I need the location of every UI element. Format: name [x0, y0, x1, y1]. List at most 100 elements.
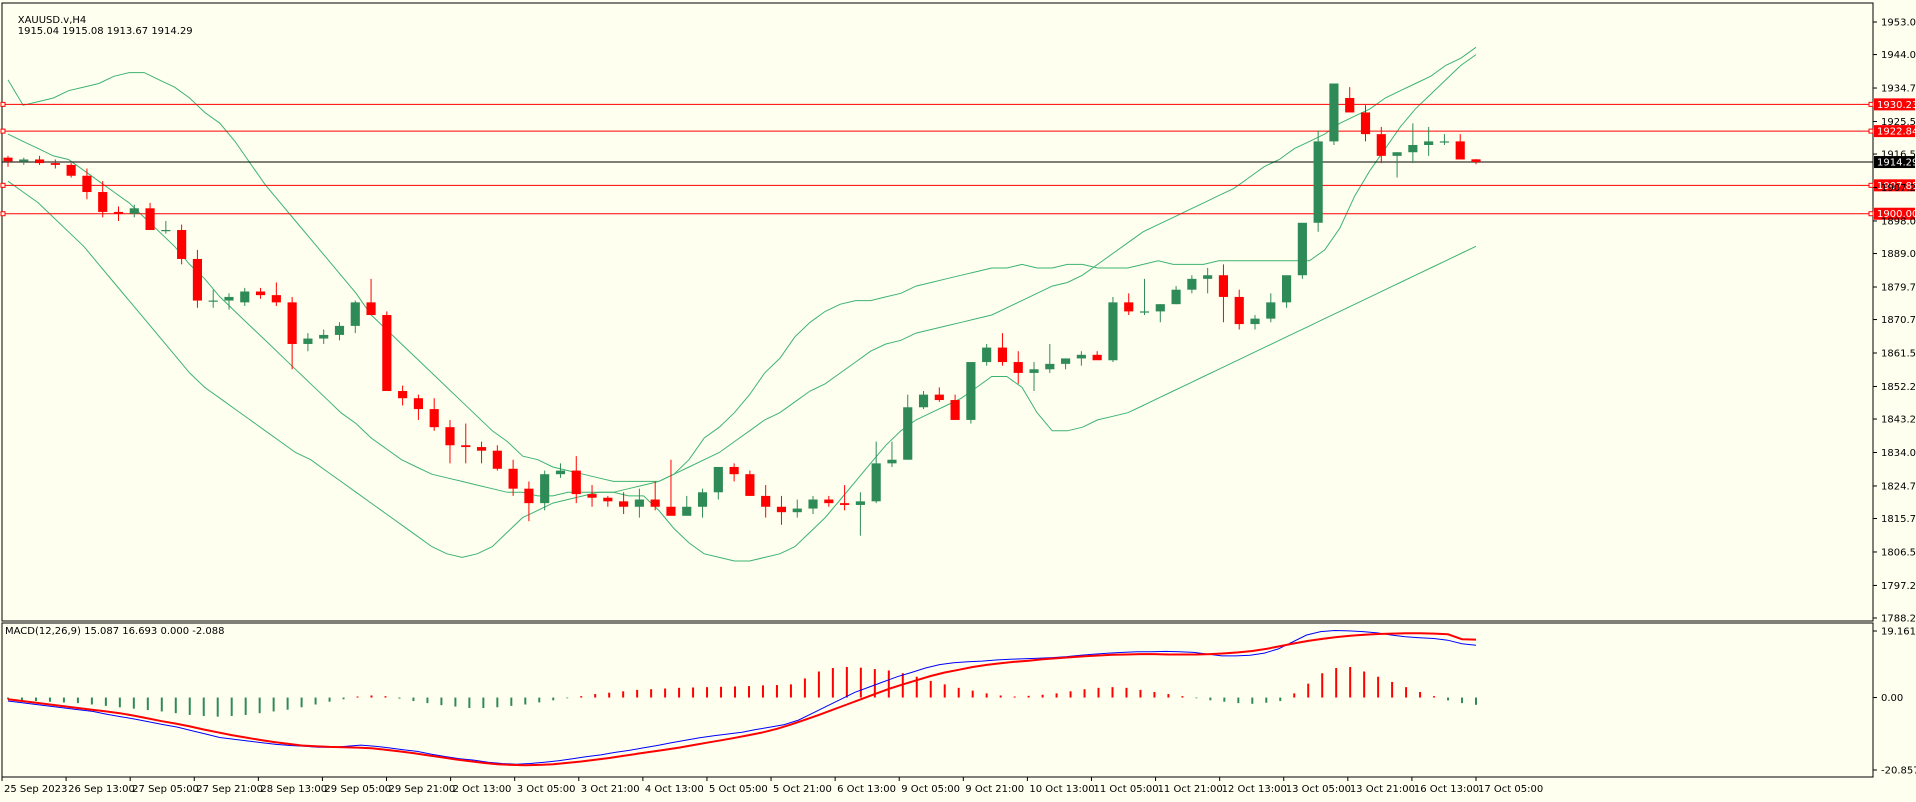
candle [918, 390, 929, 410]
candle [650, 481, 660, 511]
candle-body [1471, 159, 1481, 163]
bollinger-upper-line [7, 54, 1477, 482]
time-tick-label: 9 Oct 05:00 [901, 784, 960, 795]
bollinger-middle-line [7, 46, 1477, 497]
candle [50, 159, 60, 169]
candle [1155, 304, 1165, 323]
level-handle-left [0, 211, 6, 217]
candle-body [334, 325, 345, 335]
candle [808, 495, 818, 514]
candle-body [871, 463, 881, 502]
candle-body [824, 499, 834, 504]
candle [382, 311, 392, 391]
candle-body [1313, 141, 1323, 223]
candle [1313, 130, 1323, 232]
candle [1376, 126, 1386, 164]
candle-body [887, 459, 897, 464]
macd-line [7, 629, 1477, 765]
level-handle-left [0, 182, 6, 188]
candle-body [50, 163, 60, 165]
candle [98, 181, 108, 218]
candle-body [1013, 362, 1023, 373]
candle-body [1250, 318, 1260, 325]
price-tick-label: 1944.00 [1881, 50, 1916, 61]
candle-body [1392, 152, 1402, 156]
candle-body [650, 499, 660, 507]
candle [3, 155, 13, 167]
candle [208, 289, 218, 308]
chart-header: XAUUSD.v,H4 1915.04 1915.08 1913.67 1914… [5, 4, 193, 48]
level-handle-left [0, 128, 6, 134]
candle [1045, 343, 1055, 373]
candle-body [997, 347, 1008, 363]
candle [34, 155, 45, 165]
candle-body [808, 499, 818, 509]
price-tick-label: 1953.00 [1881, 18, 1916, 29]
candle [634, 488, 644, 518]
candle-body [382, 315, 392, 391]
candle-body [19, 159, 29, 162]
time-tick-label: 11 Oct 05:00 [1093, 784, 1158, 795]
candle [571, 456, 581, 504]
candle-body [82, 175, 92, 193]
candle [1471, 159, 1481, 165]
candle-body [398, 390, 408, 399]
candle-body [129, 208, 139, 214]
candle-body [1187, 278, 1197, 290]
candle-body [492, 450, 502, 469]
candle-body [934, 394, 944, 401]
candle [476, 441, 487, 464]
candle [350, 300, 360, 334]
candle [1282, 275, 1292, 308]
candle [1250, 315, 1260, 330]
candle-body [1439, 141, 1450, 143]
candle-body [761, 495, 771, 507]
candle [745, 470, 755, 496]
candle [871, 441, 881, 504]
candle-body [1424, 141, 1434, 145]
candle [855, 492, 865, 536]
candle-body [1345, 97, 1355, 113]
time-tick-label: 13 Oct 21:00 [1350, 784, 1415, 795]
candle-body [1360, 112, 1371, 135]
candle [1234, 289, 1244, 330]
level-handle-right [1868, 182, 1874, 188]
time-tick-label: 5 Oct 21:00 [773, 784, 832, 795]
candle [729, 463, 739, 482]
level-price-tag [1874, 125, 1915, 138]
level-price-label: 1930.23 [1877, 100, 1916, 111]
time-tick-label: 10 Oct 13:00 [1029, 784, 1094, 795]
price-tick-label: 1797.25 [1881, 581, 1916, 592]
price-tick-label: 1907.25 [1881, 183, 1916, 194]
price-tick-label: 1861.50 [1881, 349, 1916, 360]
level-handle-right [1868, 211, 1874, 217]
candle-body [571, 470, 581, 495]
price-tick-label: 1834.00 [1881, 448, 1916, 459]
candle-body [1139, 311, 1150, 313]
candle-body [666, 506, 676, 516]
candle [713, 466, 723, 500]
candle-body [1455, 141, 1465, 160]
candle-body [1234, 296, 1244, 325]
candle-body [776, 506, 787, 513]
candle-body [1092, 354, 1102, 361]
price-tick-label: 1852.25 [1881, 382, 1916, 393]
candle [1124, 293, 1134, 316]
candle [776, 495, 787, 525]
candle-body [555, 470, 566, 475]
candle-body [603, 497, 613, 502]
candle-body [840, 503, 850, 505]
candle [1203, 267, 1213, 294]
signal-line [7, 632, 1477, 767]
candle [887, 441, 897, 467]
candle-body [1203, 275, 1213, 279]
candle [903, 394, 913, 460]
time-tick-label: 16 Oct 13:00 [1414, 784, 1479, 795]
candle-body [619, 501, 629, 507]
candle [824, 495, 834, 507]
candle-body [918, 394, 929, 408]
time-tick-label: 5 Oct 05:00 [709, 784, 768, 795]
candle-body [255, 291, 266, 296]
